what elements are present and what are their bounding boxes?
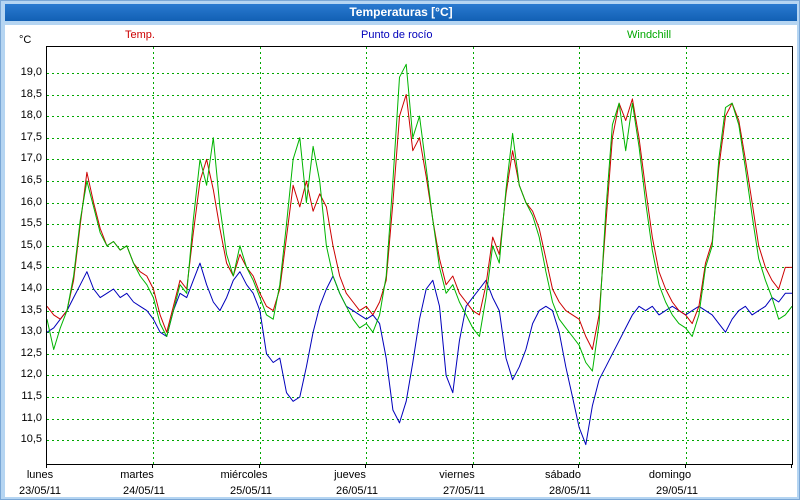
temperature-line-chart — [46, 47, 793, 464]
x-axis-day-date: 27/05/11 — [442, 485, 485, 497]
y-axis-tick-label: 14,5 — [20, 260, 42, 273]
x-axis-tick — [685, 464, 686, 468]
y-axis-tick-label: 11,5 — [21, 390, 42, 403]
y-axis-tick-label: 17,0 — [20, 152, 42, 165]
x-axis-day-date: 29/05/11 — [655, 485, 698, 497]
y-axis-tick-label: 15,0 — [20, 238, 42, 251]
plot-area — [46, 46, 793, 465]
y-axis-tick-label: 15,5 — [20, 217, 42, 230]
x-axis-tick — [791, 464, 792, 468]
y-axis-tick-label: 17,5 — [20, 130, 42, 143]
legend-dew-point-label: Punto de rocío — [361, 29, 433, 41]
y-axis-tick-label: 16,5 — [20, 173, 42, 186]
y-axis-tick-label: 12,0 — [20, 368, 42, 381]
y-axis-tick-label: 18,0 — [20, 109, 42, 122]
y-axis-tick-label: 11,0 — [21, 411, 42, 424]
x-axis-tick — [578, 464, 579, 468]
x-axis-day-date: 28/05/11 — [548, 485, 591, 497]
x-axis-day-date: 24/05/11 — [122, 485, 165, 497]
x-axis-day-name: jueves — [334, 469, 366, 481]
x-axis-tick — [365, 464, 366, 468]
x-axis-day-date: 23/05/11 — [18, 485, 61, 497]
x-axis-tick — [46, 464, 47, 468]
legend-temp-label: Temp. — [125, 29, 155, 41]
x-axis-day-date: 26/05/11 — [335, 485, 378, 497]
x-axis-tick — [259, 464, 260, 468]
y-axis-tick-label: 19,0 — [20, 65, 42, 78]
title-bar: Temperaturas [°C] — [5, 4, 797, 21]
y-axis-unit-label: °C — [19, 34, 32, 46]
x-axis-day-name: domingo — [648, 469, 692, 481]
y-axis-tick-label: 13,0 — [20, 325, 42, 338]
y-axis-tick-label: 13,5 — [20, 303, 42, 316]
y-axis-tick-label: 16,0 — [20, 195, 42, 208]
x-axis-day-name: viernes — [439, 469, 475, 481]
x-axis-day-name: miércoles — [220, 469, 268, 481]
window-title: Temperaturas [°C] — [349, 5, 453, 19]
legend-windchill-label: Windchill — [627, 29, 672, 41]
x-axis-tick — [152, 464, 153, 468]
y-axis-tick-label: 14,0 — [20, 281, 42, 294]
y-axis-tick-label: 10,5 — [20, 433, 42, 446]
chart-panel: Temp. Punto de rocío Windchill °C 10,5 11… — [5, 25, 797, 497]
y-axis-tick-label: 18,5 — [20, 87, 42, 100]
x-axis-day-date: 25/05/11 — [229, 485, 272, 497]
x-axis-day-name: lunes — [26, 469, 54, 481]
x-axis-tick — [472, 464, 473, 468]
x-axis-day-name: martes — [120, 469, 154, 481]
y-axis-tick-label: 12,5 — [20, 346, 42, 359]
x-axis-day-name: sábado — [544, 469, 582, 481]
